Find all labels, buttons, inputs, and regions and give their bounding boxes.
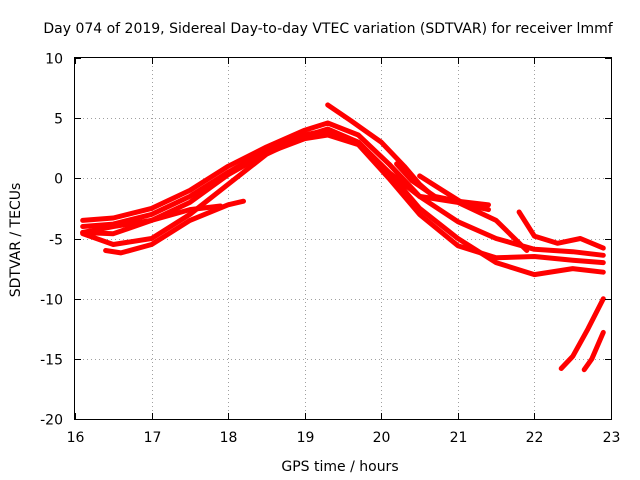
- y-tick-label: 10: [45, 52, 63, 68]
- y-tick-label: 5: [54, 112, 63, 128]
- plot-frame: [74, 57, 612, 420]
- x-tick-label: 16: [67, 430, 85, 446]
- series-trace-6: [103, 198, 246, 256]
- x-tick-label: 22: [526, 430, 544, 446]
- series-layer: [80, 102, 606, 373]
- series-trace-3: [80, 132, 606, 266]
- y-axis-label: SDTVAR / TECUs: [8, 183, 24, 298]
- x-tick-label: 17: [144, 430, 162, 446]
- y-tick-label: -5: [49, 233, 63, 249]
- y-tick-label: 0: [54, 172, 63, 188]
- series-trace-2: [80, 120, 606, 258]
- series-trace-8: [394, 161, 491, 208]
- series-trace-11: [558, 296, 606, 371]
- series-trace-10: [516, 209, 606, 251]
- x-tick-label: 23: [603, 430, 621, 446]
- x-tick-label: 21: [450, 430, 468, 446]
- y-tick-label: -10: [40, 293, 63, 309]
- series-trace-5: [80, 203, 223, 235]
- tick-layer: [75, 58, 612, 420]
- x-axis-label: GPS time / hours: [281, 459, 398, 475]
- x-tick-label: 18: [220, 430, 238, 446]
- x-tick-label: 20: [373, 430, 391, 446]
- x-tick-label: 19: [297, 430, 315, 446]
- chart-title: Day 074 of 2019, Sidereal Day-to-day VTE…: [43, 21, 613, 37]
- tick-label-layer: 16 17 18 19 20 21 22 23 -20 -15 -10 -5 0 5 10: [40, 52, 620, 447]
- series-trace-4: [80, 126, 530, 253]
- y-tick-label: -20: [40, 413, 63, 429]
- series-trace-12: [581, 329, 606, 373]
- y-tick-label: -15: [40, 353, 63, 369]
- series-trace-9: [417, 173, 491, 213]
